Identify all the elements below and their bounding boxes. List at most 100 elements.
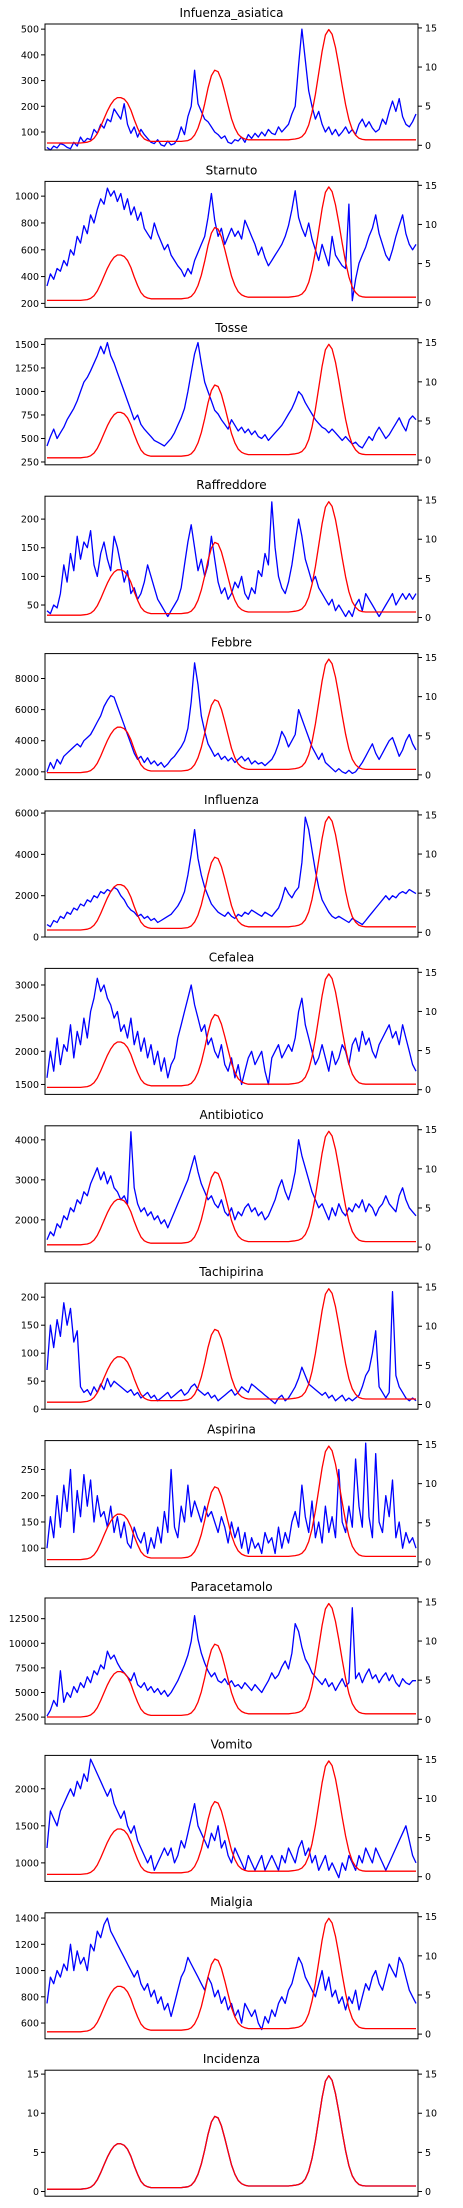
y-tick-label: 1000 bbox=[15, 192, 39, 203]
y-tick-label: 600 bbox=[21, 245, 39, 256]
y2-tick-label: 0 bbox=[425, 1715, 431, 1726]
y-tick-label: 150 bbox=[21, 543, 39, 554]
y-tick-label: 7500 bbox=[15, 1663, 39, 1674]
y2-tick-label: 0 bbox=[425, 141, 431, 152]
chart-panel-febbre: Febbre 2000 4000 6000 8000 0 5 10 15 bbox=[15, 636, 437, 782]
y2-tick-label: 5 bbox=[425, 1361, 431, 1372]
y-tick-label: 400 bbox=[21, 272, 39, 283]
y-tick-label: 6000 bbox=[15, 809, 39, 820]
y-tick-label: 150 bbox=[21, 1517, 39, 1528]
chart-panel-raffreddore: Raffreddore 50 100 150 200 0 5 10 15 bbox=[21, 478, 437, 624]
series-line-left bbox=[46, 187, 417, 302]
y-tick-label: 1400 bbox=[15, 1914, 39, 1925]
chart-title: Incidenza bbox=[203, 2052, 260, 2066]
y2-tick-label: 10 bbox=[425, 535, 437, 546]
y-tick-label: 150 bbox=[21, 1321, 39, 1332]
chart-title: Raffreddore bbox=[196, 478, 266, 492]
series-line-left bbox=[47, 2075, 416, 2190]
chart-title: Mialgia bbox=[210, 1895, 253, 1909]
plot-frame bbox=[44, 1125, 419, 1253]
series-line-right bbox=[47, 815, 416, 931]
y2-tick-label: 10 bbox=[425, 1637, 437, 1648]
y-tick-label: 0 bbox=[33, 1405, 39, 1416]
y-tick-label: 100 bbox=[21, 128, 39, 139]
y-tick-label: 2500 bbox=[15, 1713, 39, 1724]
series-line-left bbox=[46, 341, 417, 449]
y2-tick-label: 15 bbox=[425, 338, 437, 349]
series-line-right bbox=[47, 1288, 416, 1403]
y2-tick-label: 0 bbox=[425, 298, 431, 309]
series-line-left bbox=[46, 977, 417, 1086]
chart-panel-vomito: Vomito 1000 1500 2000 0 5 10 15 bbox=[15, 1737, 437, 1883]
y-tick-label: 5000 bbox=[15, 1688, 39, 1699]
y-tick-label: 100 bbox=[21, 1544, 39, 1555]
y2-tick-label: 5 bbox=[425, 1990, 431, 2001]
y2-tick-label: 15 bbox=[425, 1597, 437, 1608]
series-line-right bbox=[47, 1130, 416, 1246]
y-tick-label: 10 bbox=[27, 2109, 39, 2120]
y2-tick-label: 0 bbox=[425, 1085, 431, 1096]
y2-tick-label: 5 bbox=[425, 2148, 431, 2159]
y2-tick-label: 0 bbox=[425, 2187, 431, 2198]
plot-frame bbox=[44, 2069, 419, 2197]
y-tick-label: 300 bbox=[21, 76, 39, 87]
series-line-right bbox=[47, 28, 416, 144]
y2-tick-label: 5 bbox=[425, 889, 431, 900]
plot-frame bbox=[44, 1754, 419, 1882]
y2-tick-label: 5 bbox=[425, 1518, 431, 1529]
y2-tick-label: 0 bbox=[425, 928, 431, 939]
y-tick-label: 100 bbox=[21, 572, 39, 583]
y-tick-label: 1250 bbox=[15, 363, 39, 374]
y-tick-label: 200 bbox=[21, 102, 39, 113]
y2-tick-label: 5 bbox=[425, 1046, 431, 1057]
series-line-left bbox=[46, 1290, 417, 1405]
chart-panel-aspirina: Aspirina 100 150 200 250 0 5 10 15 bbox=[21, 1423, 437, 1569]
chart-panel-tachipirina: Tachipirina 0 50 100 150 200 0 5 10 15 bbox=[21, 1265, 437, 1416]
series-line-left bbox=[46, 1758, 417, 1879]
plot-frame bbox=[44, 23, 419, 151]
chart-title: Starnuto bbox=[206, 163, 258, 177]
plot-frame bbox=[44, 1597, 419, 1725]
y2-tick-label: 0 bbox=[425, 613, 431, 624]
y-tick-label: 600 bbox=[21, 2019, 39, 2030]
y-tick-label: 200 bbox=[21, 299, 39, 310]
y-tick-label: 4000 bbox=[15, 736, 39, 747]
y-tick-label: 2000 bbox=[15, 1215, 39, 1226]
chart-panel-influenza: Influenza 0 2000 4000 6000 0 5 10 15 bbox=[15, 793, 437, 944]
y2-tick-label: 15 bbox=[425, 1912, 437, 1923]
y2-tick-label: 10 bbox=[425, 692, 437, 703]
series-line-right bbox=[47, 343, 416, 459]
y-tick-label: 10000 bbox=[9, 1639, 39, 1650]
chart-title: Influenza bbox=[204, 793, 259, 807]
series-line-right bbox=[47, 186, 416, 302]
series-line-left bbox=[46, 28, 417, 151]
y-tick-label: 4000 bbox=[15, 1135, 39, 1146]
y-tick-label: 3000 bbox=[15, 1175, 39, 1186]
y2-tick-label: 0 bbox=[425, 2030, 431, 2041]
y-tick-label: 2000 bbox=[15, 767, 39, 778]
y-tick-label: 100 bbox=[21, 1349, 39, 1360]
y-tick-label: 0 bbox=[33, 2187, 39, 2198]
y-tick-label: 3000 bbox=[15, 980, 39, 991]
y2-tick-label: 5 bbox=[425, 102, 431, 113]
y2-tick-label: 15 bbox=[425, 181, 437, 192]
y-tick-label: 400 bbox=[21, 50, 39, 61]
y-tick-label: 8000 bbox=[15, 674, 39, 685]
y-tick-label: 5 bbox=[33, 2148, 39, 2159]
y2-tick-label: 5 bbox=[425, 1833, 431, 1844]
series-line-right bbox=[47, 658, 416, 774]
y-tick-label: 50 bbox=[27, 601, 39, 612]
y2-tick-label: 15 bbox=[425, 1125, 437, 1136]
y2-tick-label: 0 bbox=[425, 456, 431, 467]
chart-title: Paracetamolo bbox=[190, 1580, 272, 1594]
plot-frame bbox=[44, 1912, 419, 2040]
chart-title: Infuenza_asiatica bbox=[180, 6, 284, 20]
y-tick-label: 800 bbox=[21, 218, 39, 229]
y2-tick-label: 0 bbox=[425, 770, 431, 781]
chart-panel-incidenza: Incidenza 0 5 10 15 0 5 10 15 bbox=[27, 2052, 437, 2198]
y-tick-label: 12500 bbox=[9, 1614, 39, 1625]
y2-tick-label: 10 bbox=[425, 1164, 437, 1175]
y2-tick-label: 10 bbox=[425, 377, 437, 388]
chart-title: Cefalea bbox=[209, 950, 254, 964]
